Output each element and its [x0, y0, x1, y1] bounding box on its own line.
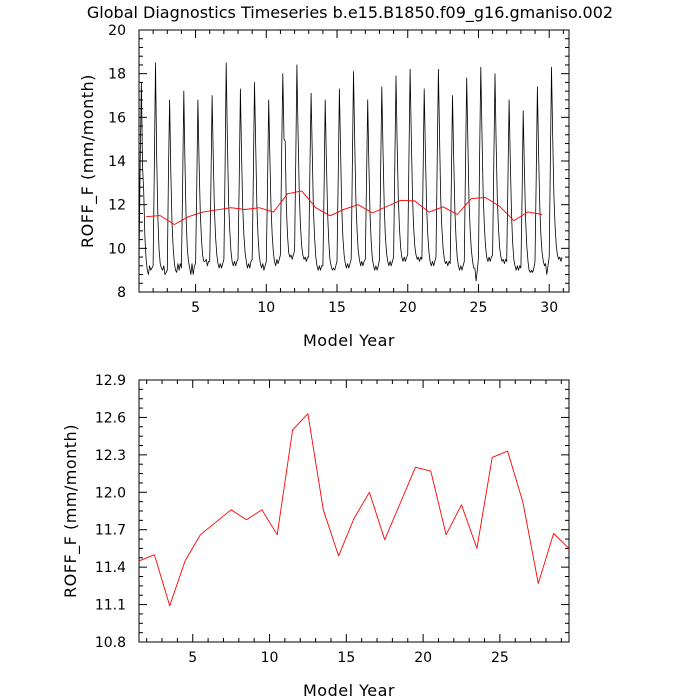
y-tick-label: 10 [108, 241, 126, 257]
x-tick-label: 25 [470, 300, 488, 316]
bottom-x-axis-label: Model Year [303, 681, 395, 700]
x-tick-label: 10 [261, 650, 279, 666]
y-tick-label: 11.1 [95, 598, 126, 614]
x-tick-label: 20 [399, 300, 417, 316]
y-tick-label: 12.0 [95, 485, 126, 501]
y-tick-label: 11.4 [95, 560, 126, 576]
y-tick-label: 18 [108, 67, 126, 83]
y-tick-label: 12 [108, 198, 126, 214]
top-monthly-series-line [138, 62, 563, 282]
y-tick-label: 20 [108, 23, 126, 39]
y-tick-label: 12.9 [95, 373, 126, 389]
bottom-plot-frame [138, 379, 570, 643]
x-tick-label: 30 [540, 300, 558, 316]
x-tick-label: 25 [491, 650, 509, 666]
top-plot-frame [138, 29, 570, 293]
y-tick-label: 11.7 [95, 523, 126, 539]
top-x-axis-label: Model Year [303, 331, 395, 350]
x-tick-label: 15 [328, 300, 346, 316]
bottom-annual-series-line [138, 413, 570, 607]
y-tick-label: 14 [108, 154, 126, 170]
y-tick-label: 10.8 [95, 635, 126, 651]
x-tick-label: 5 [191, 300, 200, 316]
x-tick-label: 5 [188, 650, 197, 666]
y-tick-label: 12.3 [95, 448, 126, 464]
top-plot: 5 10 15 20 25 30 8 10 12 14 16 18 20 Model Year ROF… [78, 23, 570, 350]
figure-title: Global Diagnostics Timeseries b.e15.B185… [87, 3, 613, 23]
x-tick-label: 10 [257, 300, 275, 316]
top-annual-series-line [146, 190, 543, 225]
top-y-axis-label: ROFF_F (mm/month) [78, 74, 98, 248]
x-tick-label: 15 [337, 650, 355, 666]
y-tick-label: 16 [108, 110, 126, 126]
bottom-plot: 5 10 15 20 25 10.8 11.1 11.4 11.7 12.0 12.3 12.6 12… [61, 373, 570, 700]
y-tick-label: 12.6 [95, 410, 126, 426]
y-tick-label: 8 [117, 285, 126, 301]
x-tick-label: 20 [414, 650, 432, 666]
bottom-y-axis-label: ROFF_F (mm/month) [61, 424, 81, 598]
